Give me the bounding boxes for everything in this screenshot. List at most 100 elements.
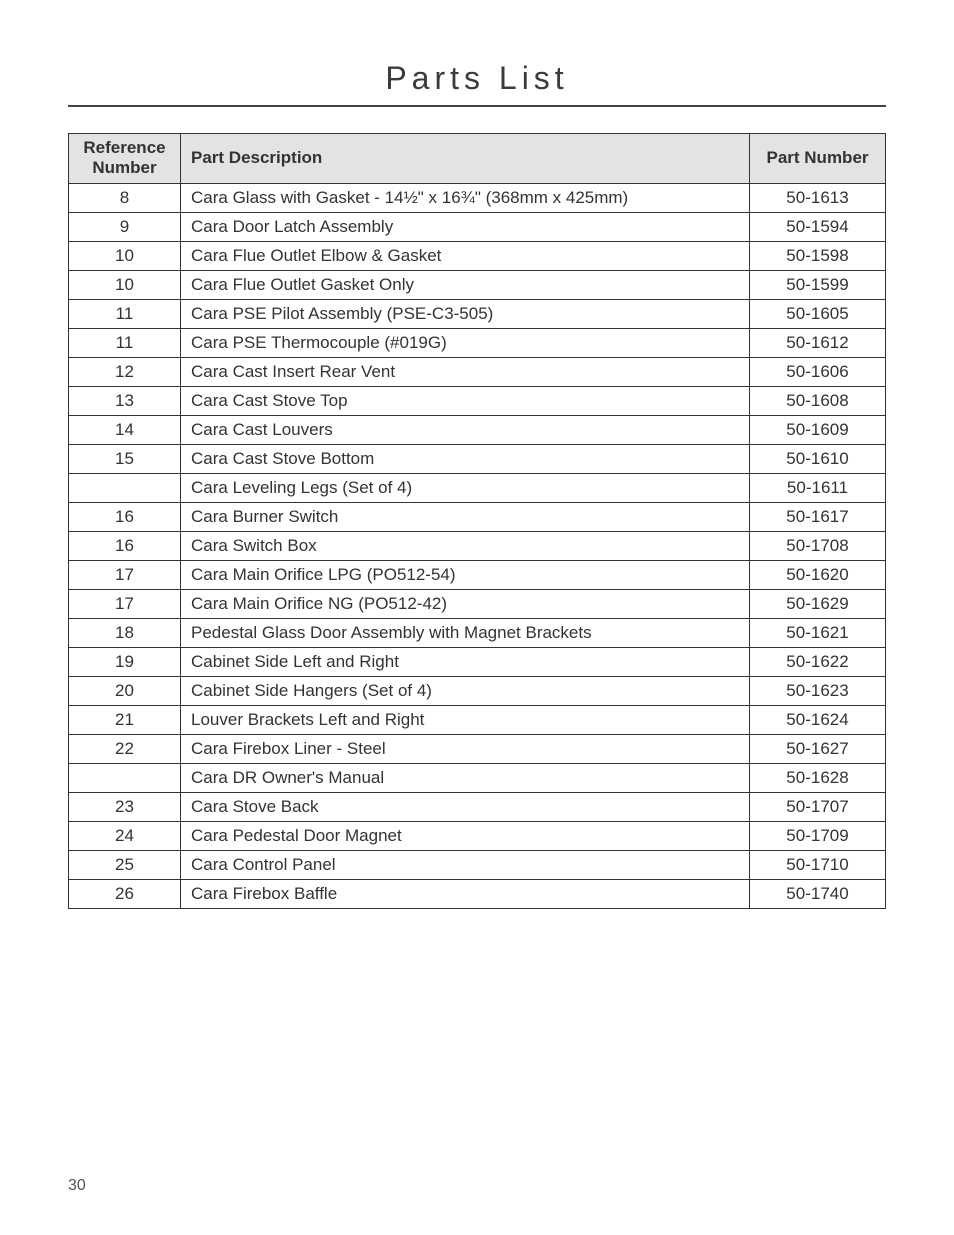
cell-part-number: 50-1708 [750,531,886,560]
cell-part-number: 50-1623 [750,676,886,705]
cell-reference-number: 23 [69,792,181,821]
cell-part-number: 50-1624 [750,705,886,734]
cell-reference-number: 20 [69,676,181,705]
cell-part-description: Cara Control Panel [181,850,750,879]
header-ref-line1: Reference [83,138,165,157]
cell-reference-number: 16 [69,502,181,531]
cell-part-description: Cara Burner Switch [181,502,750,531]
cell-reference-number: 19 [69,647,181,676]
table-row: 24Cara Pedestal Door Magnet50-1709 [69,821,886,850]
cell-part-number: 50-1709 [750,821,886,850]
cell-part-number: 50-1599 [750,270,886,299]
cell-reference-number: 17 [69,589,181,618]
cell-part-description: Louver Brackets Left and Right [181,705,750,734]
table-row: 16Cara Burner Switch50-1617 [69,502,886,531]
cell-reference-number: 14 [69,415,181,444]
cell-part-description: Cara DR Owner's Manual [181,763,750,792]
cell-part-description: Cara Flue Outlet Elbow & Gasket [181,241,750,270]
cell-part-number: 50-1710 [750,850,886,879]
table-row: 10Cara Flue Outlet Gasket Only50-1599 [69,270,886,299]
table-row: 9Cara Door Latch Assembly50-1594 [69,212,886,241]
table-row: 22Cara Firebox Liner - Steel50-1627 [69,734,886,763]
cell-part-description: Cara Cast Louvers [181,415,750,444]
cell-part-description: Pedestal Glass Door Assembly with Magnet… [181,618,750,647]
cell-part-number: 50-1605 [750,299,886,328]
cell-part-description: Cara Cast Stove Bottom [181,444,750,473]
header-reference-number: Reference Number [69,134,181,184]
cell-reference-number: 9 [69,212,181,241]
table-row: 16Cara Switch Box50-1708 [69,531,886,560]
cell-part-description: Cara Firebox Baffle [181,879,750,908]
cell-part-description: Cara PSE Thermocouple (#019G) [181,328,750,357]
title-rule [68,105,886,107]
table-row: 20Cabinet Side Hangers (Set of 4)50-1623 [69,676,886,705]
cell-reference-number: 10 [69,241,181,270]
cell-part-number: 50-1610 [750,444,886,473]
table-row: 8Cara Glass with Gasket - 14½" x 16¾" (3… [69,183,886,212]
cell-part-number: 50-1740 [750,879,886,908]
cell-reference-number: 25 [69,850,181,879]
table-row: 11Cara PSE Pilot Assembly (PSE-C3-505)50… [69,299,886,328]
page-number: 30 [68,1177,86,1195]
parts-table-body: 8Cara Glass with Gasket - 14½" x 16¾" (3… [69,183,886,908]
cell-part-description: Cara Main Orifice NG (PO512-42) [181,589,750,618]
cell-part-number: 50-1609 [750,415,886,444]
cell-part-number: 50-1629 [750,589,886,618]
table-row: Cara DR Owner's Manual50-1628 [69,763,886,792]
cell-part-description: Cara Leveling Legs (Set of 4) [181,473,750,502]
table-row: 17Cara Main Orifice LPG (PO512-54)50-162… [69,560,886,589]
table-row: 10Cara Flue Outlet Elbow & Gasket50-1598 [69,241,886,270]
cell-part-number: 50-1622 [750,647,886,676]
cell-reference-number: 15 [69,444,181,473]
cell-part-number: 50-1707 [750,792,886,821]
title-wrap: Parts List [68,60,886,97]
cell-reference-number: 26 [69,879,181,908]
table-row: 26Cara Firebox Baffle50-1740 [69,879,886,908]
cell-part-description: Cara Stove Back [181,792,750,821]
cell-reference-number: 13 [69,386,181,415]
cell-part-number: 50-1613 [750,183,886,212]
cell-part-description: Cara PSE Pilot Assembly (PSE-C3-505) [181,299,750,328]
cell-reference-number: 8 [69,183,181,212]
cell-reference-number [69,473,181,502]
cell-part-number: 50-1620 [750,560,886,589]
cell-part-description: Cara Door Latch Assembly [181,212,750,241]
table-row: 11Cara PSE Thermocouple (#019G)50-1612 [69,328,886,357]
table-row: 23Cara Stove Back50-1707 [69,792,886,821]
cell-part-description: Cara Cast Insert Rear Vent [181,357,750,386]
cell-reference-number: 11 [69,328,181,357]
cell-part-description: Cara Flue Outlet Gasket Only [181,270,750,299]
cell-part-number: 50-1627 [750,734,886,763]
cell-part-description: Cara Glass with Gasket - 14½" x 16¾" (36… [181,183,750,212]
cell-reference-number: 24 [69,821,181,850]
cell-reference-number: 12 [69,357,181,386]
cell-reference-number: 18 [69,618,181,647]
table-row: 13Cara Cast Stove Top50-1608 [69,386,886,415]
cell-part-number: 50-1608 [750,386,886,415]
header-part-number: Part Number [750,134,886,184]
table-row: 12Cara Cast Insert Rear Vent50-1606 [69,357,886,386]
table-row: 17Cara Main Orifice NG (PO512-42)50-1629 [69,589,886,618]
cell-reference-number: 17 [69,560,181,589]
cell-part-number: 50-1628 [750,763,886,792]
table-row: 14Cara Cast Louvers50-1609 [69,415,886,444]
page-title: Parts List [385,60,568,96]
cell-part-description: Cara Cast Stove Top [181,386,750,415]
cell-reference-number: 11 [69,299,181,328]
header-part-description: Part Description [181,134,750,184]
table-header-row: Reference Number Part Description Part N… [69,134,886,184]
cell-part-number: 50-1598 [750,241,886,270]
table-row: 25Cara Control Panel50-1710 [69,850,886,879]
parts-table: Reference Number Part Description Part N… [68,133,886,909]
table-row: 15Cara Cast Stove Bottom50-1610 [69,444,886,473]
cell-reference-number [69,763,181,792]
cell-part-number: 50-1611 [750,473,886,502]
cell-part-description: Cabinet Side Hangers (Set of 4) [181,676,750,705]
cell-part-number: 50-1621 [750,618,886,647]
cell-part-number: 50-1594 [750,212,886,241]
cell-part-description: Cara Switch Box [181,531,750,560]
cell-part-description: Cara Main Orifice LPG (PO512-54) [181,560,750,589]
table-row: 21Louver Brackets Left and Right50-1624 [69,705,886,734]
cell-part-number: 50-1617 [750,502,886,531]
table-row: Cara Leveling Legs (Set of 4)50-1611 [69,473,886,502]
